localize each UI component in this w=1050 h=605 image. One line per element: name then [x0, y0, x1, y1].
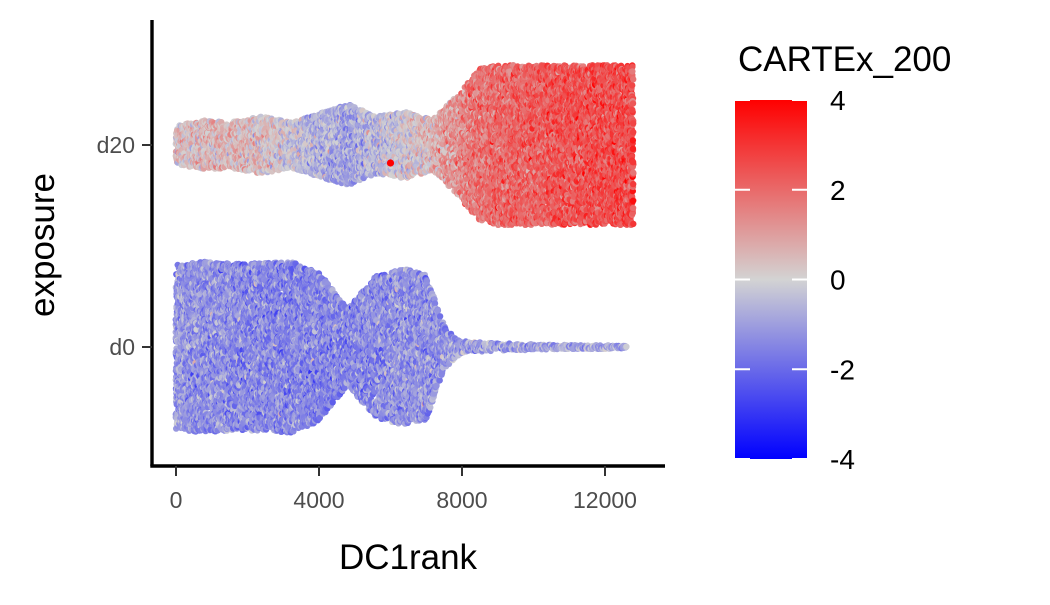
series-d20: [173, 62, 637, 228]
points-layer: [173, 62, 637, 435]
